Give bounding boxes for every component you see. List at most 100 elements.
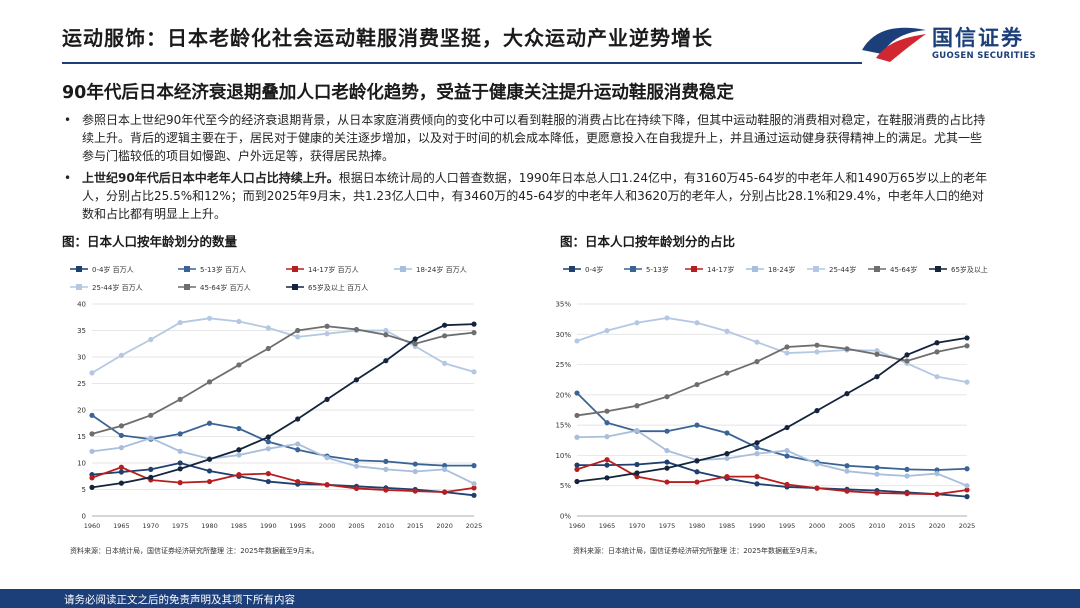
legend-marker [813, 266, 819, 272]
data-point [754, 440, 760, 446]
x-tick-label: 1985 [719, 522, 736, 530]
data-point [574, 462, 580, 468]
data-point [177, 431, 183, 437]
data-point [412, 468, 418, 475]
data-point [383, 466, 389, 472]
data-point [694, 469, 700, 475]
data-point [295, 447, 301, 453]
data-point [265, 446, 271, 452]
data-point [634, 403, 640, 409]
legend-label: 25-44岁 百万人 [92, 283, 143, 292]
data-point [754, 474, 760, 480]
x-tick-label: 2020 [929, 522, 946, 530]
title-divider [62, 62, 862, 64]
data-point [206, 456, 213, 462]
population-count-chart: 0-4岁 百万人 5-13岁 百万人 14-17岁 百万人 18-24岁 百万人 25-… [70, 265, 482, 530]
data-point [634, 474, 640, 480]
data-point [664, 465, 670, 471]
bullet-list: • 参照日本上世纪90年代至今的经济衰退期背景，从日本家庭消费倾向的变化中可以看… [62, 111, 992, 227]
data-point [784, 350, 790, 356]
data-point [574, 390, 580, 396]
data-point [236, 425, 242, 432]
legend-marker [691, 266, 697, 272]
x-tick-label: 2010 [378, 522, 395, 530]
data-point [383, 458, 389, 465]
y-tick-label: 5% [560, 482, 571, 490]
data-point [353, 326, 360, 333]
series-line [91, 466, 475, 494]
legend-label: 25-44岁 [829, 265, 856, 274]
data-point [604, 475, 610, 481]
data-point [874, 471, 880, 477]
data-point [934, 349, 940, 355]
data-point [471, 485, 477, 491]
data-point [904, 352, 910, 358]
data-point [844, 391, 850, 397]
bullet-item: • 参照日本上世纪90年代至今的经济衰退期背景，从日本家庭消费倾向的变化中可以看… [62, 111, 992, 165]
x-tick-label: 2020 [436, 522, 453, 530]
legend-label: 0-4岁 百万人 [92, 265, 134, 274]
data-point [724, 430, 730, 436]
data-point [471, 321, 477, 327]
series-line [577, 461, 968, 498]
x-tick-label: 2010 [869, 522, 886, 530]
data-point [694, 381, 700, 388]
data-point [814, 461, 820, 467]
data-point [904, 473, 910, 479]
y-tick-label: 35% [555, 301, 571, 309]
x-tick-label: 1960 [84, 522, 101, 530]
data-point [118, 445, 124, 451]
data-point [442, 463, 448, 469]
data-point [89, 431, 95, 437]
y-tick-label: 10% [555, 452, 571, 460]
data-point [265, 325, 271, 331]
x-tick-label: 1980 [689, 522, 706, 530]
data-point [604, 462, 610, 468]
data-point [694, 320, 700, 326]
x-tick-label: 2005 [839, 522, 856, 530]
x-tick-label: 1975 [172, 522, 189, 530]
series-line [576, 317, 968, 384]
series-line [91, 437, 475, 485]
y-tick-label: 25 [77, 380, 86, 388]
legend-marker [184, 266, 190, 272]
x-tick-label: 1970 [629, 522, 646, 530]
data-point [784, 453, 790, 459]
data-point [694, 479, 700, 485]
data-point [206, 478, 213, 485]
data-point [353, 377, 360, 383]
data-point [664, 479, 670, 485]
series-line [91, 317, 475, 374]
y-tick-label: 0 [82, 513, 86, 521]
data-point [784, 481, 790, 488]
data-point [442, 489, 448, 495]
x-tick-label: 1970 [142, 522, 159, 530]
x-tick-label: 2025 [959, 522, 976, 530]
data-point [89, 370, 95, 376]
x-tick-label: 2000 [319, 522, 336, 530]
x-tick-label: 2005 [348, 522, 365, 530]
bullet-text: 参照日本上世纪90年代至今的经济衰退期背景，从日本家庭消费倾向的变化中可以看到鞋… [82, 113, 986, 163]
data-point [118, 352, 124, 359]
data-point [118, 423, 124, 429]
data-point [324, 331, 330, 337]
data-point [442, 322, 448, 328]
data-point [324, 396, 330, 402]
data-point [934, 471, 940, 477]
data-point [964, 335, 970, 341]
data-point [604, 420, 610, 426]
data-point [574, 478, 580, 485]
data-point [442, 360, 448, 366]
data-point [964, 466, 970, 472]
data-point [412, 488, 418, 494]
legend-marker [400, 266, 406, 272]
data-point [874, 351, 880, 357]
data-point [964, 343, 970, 349]
legend-label: 5-13岁 百万人 [200, 265, 246, 274]
data-point [814, 342, 820, 348]
bullet-marker: • [64, 113, 72, 127]
y-tick-label: 20 [77, 407, 86, 415]
x-tick-label: 2000 [809, 522, 826, 530]
y-tick-label: 15 [77, 433, 86, 441]
legend-label: 18-24岁 百万人 [416, 265, 467, 274]
